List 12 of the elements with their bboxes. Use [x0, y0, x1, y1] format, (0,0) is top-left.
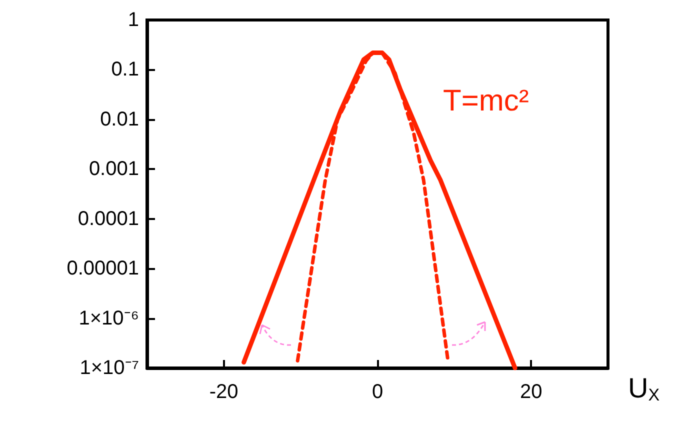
y-tick-label: 0.00001 [66, 258, 139, 280]
annotation: T=mc² [443, 84, 529, 118]
y-tick-label: 0.0001 [78, 208, 139, 230]
x-tick-label: 20 [520, 381, 542, 403]
y-tick-label: 0.1 [111, 58, 139, 81]
y-tick-label: 1×10⁻⁶ [78, 307, 139, 330]
x-tick-label: 0 [372, 381, 384, 403]
y-tick-label: 0.01 [100, 108, 139, 130]
y-tick-label: 1 [128, 9, 139, 31]
y-tick-label: 0.001 [88, 158, 139, 180]
x-tick-label: -20 [209, 381, 238, 403]
y-tick-label: 1×10⁻⁷ [80, 357, 139, 379]
